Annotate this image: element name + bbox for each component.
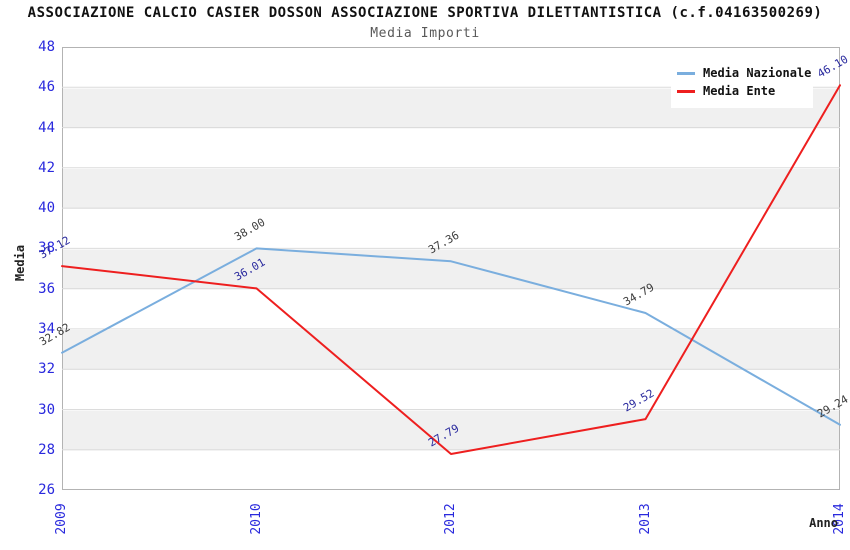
y-tick-label: 40 xyxy=(38,200,55,217)
x-tick-label: 2013 xyxy=(637,503,653,535)
y-tick-label: 44 xyxy=(38,119,55,136)
legend-swatch-nazionale-icon xyxy=(677,71,695,75)
legend: Media Nazionale Media Ente xyxy=(671,56,813,108)
x-tick-label: 2009 xyxy=(54,503,69,535)
y-tick-label: 48 xyxy=(38,39,55,55)
legend-item-media-nazionale: Media Nazionale xyxy=(677,65,813,81)
y-tick-label: 28 xyxy=(38,441,55,458)
plot-area xyxy=(62,47,840,490)
legend-swatch-ente-icon xyxy=(677,89,695,93)
legend-item-media-ente: Media Ente xyxy=(677,83,813,99)
y-tick-label: 26 xyxy=(38,482,55,498)
y-tick-label: 42 xyxy=(38,159,55,176)
x-tick-label: 2012 xyxy=(443,503,458,535)
y-tick-label: 34 xyxy=(38,320,55,337)
y-axis-title: Media xyxy=(13,244,27,282)
x-tick-label: 2010 xyxy=(248,503,264,535)
y-tick-label: 46 xyxy=(38,79,55,96)
legend-label: Media Nazionale xyxy=(703,66,812,80)
chart-subtitle: Media Importi xyxy=(370,26,480,41)
x-axis-title: Anno xyxy=(809,516,838,530)
legend-label: Media Ente xyxy=(703,84,776,98)
chart-title: ASSOCIAZIONE CALCIO CASIER DOSSON ASSOCI… xyxy=(27,5,823,21)
y-tick-label: 30 xyxy=(38,401,55,418)
y-tick-label: 32 xyxy=(38,361,55,378)
